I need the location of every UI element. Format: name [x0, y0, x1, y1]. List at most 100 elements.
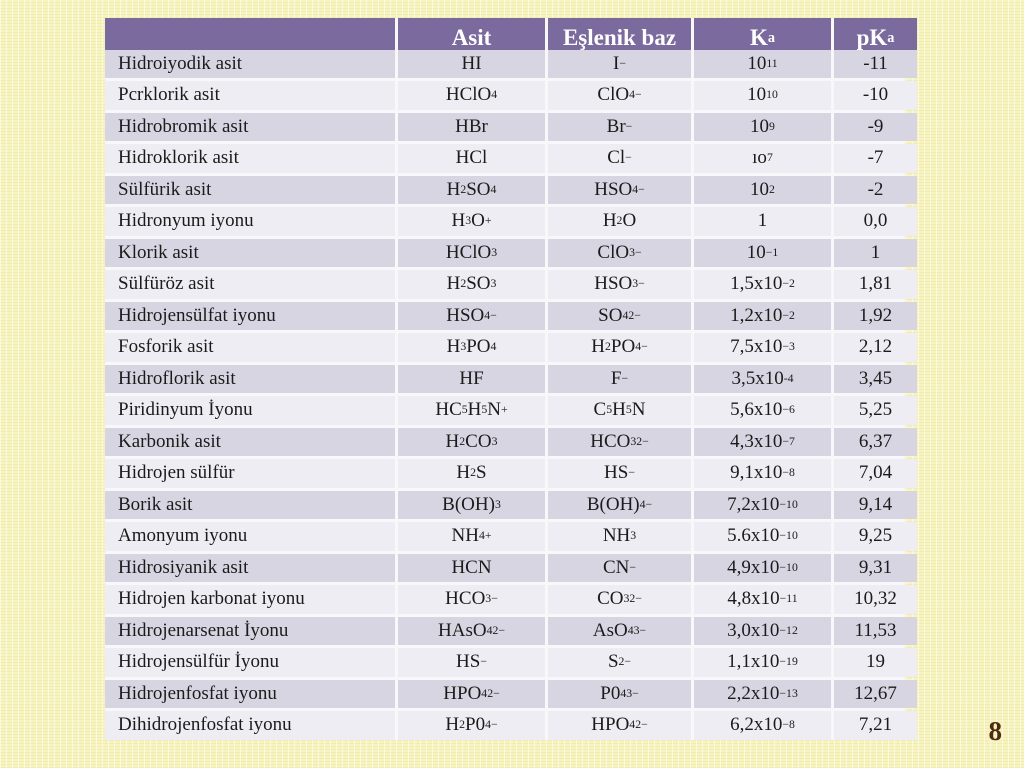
table-cell-pka: 12,67	[834, 679, 917, 708]
table-cell-pka: -9	[834, 112, 917, 141]
table-cell-pka: 2,12	[834, 333, 917, 362]
table-cell-name: Dihidrojenfosfat iyonu	[105, 711, 395, 740]
table-cell-baz: S 2−	[548, 648, 691, 677]
table-cell-asit: H 2 SO 4	[398, 175, 545, 204]
table-cell-ka: 10 11	[694, 49, 831, 78]
table-cell-baz: AsO 4 3−	[548, 616, 691, 645]
table-cell-baz: HCO 3 2−	[548, 427, 691, 456]
table-cell-name: Hidrojensülfür İyonu	[105, 648, 395, 677]
table-cell-pka: -7	[834, 144, 917, 173]
table-cell-ka: 7,2x10 −10	[694, 490, 831, 519]
table-cell-name: Pcrklorik asit	[105, 81, 395, 110]
table-cell-baz: H 2 PO 4−	[548, 333, 691, 362]
table-cell-baz: NH 3	[548, 522, 691, 551]
table-cell-pka: 7,21	[834, 711, 917, 740]
slide-page-number: 8	[988, 716, 1003, 746]
table-cell-pka: 6,37	[834, 427, 917, 456]
table-cell-baz: Cl −	[548, 144, 691, 173]
table-cell-name: Hidrojen sülfür	[105, 459, 395, 488]
table-cell-pka: 19	[834, 648, 917, 677]
table-cell-ka: 4,3x10 −7	[694, 427, 831, 456]
table-cell-asit: H 2 SO 3	[398, 270, 545, 299]
table-cell-name: Sülfürik asit	[105, 175, 395, 204]
table-cell-asit: HClO 4	[398, 81, 545, 110]
table-cell-asit: H 3 PO 4	[398, 333, 545, 362]
table-cell-ka: 6,2x10 −8	[694, 711, 831, 740]
table-cell-baz: P0 4 3−	[548, 679, 691, 708]
table-cell-name: Hidroflorik asit	[105, 364, 395, 393]
table-cell-ka: 10 10	[694, 81, 831, 110]
table-cell-asit: HCN	[398, 553, 545, 582]
table-cell-ka: ıo 7	[694, 144, 831, 173]
table-cell-ka: 9,1x10 −8	[694, 459, 831, 488]
table-cell-asit: HCl	[398, 144, 545, 173]
table-cell-pka: 1,92	[834, 301, 917, 330]
table-cell-asit: HF	[398, 364, 545, 393]
table-cell-pka: 0,0	[834, 207, 917, 236]
table-cell-name: Karbonik asit	[105, 427, 395, 456]
table-cell-ka: 4,9x10 −10	[694, 553, 831, 582]
table-cell-pka: 7,04	[834, 459, 917, 488]
table-cell-name: Amonyum iyonu	[105, 522, 395, 551]
table-cell-ka: 10 9	[694, 112, 831, 141]
table-cell-baz: CN −	[548, 553, 691, 582]
table-cell-pka: -11	[834, 49, 917, 78]
table-cell-ka: 1,5x10 −2	[694, 270, 831, 299]
table-cell-ka: 10 2	[694, 175, 831, 204]
table-cell-asit: HAsO 4 2−	[398, 616, 545, 645]
table-cell-baz: F −	[548, 364, 691, 393]
table-cell-name: Hidrojenfosfat iyonu	[105, 679, 395, 708]
table-cell-pka: 9,14	[834, 490, 917, 519]
table-cell-pka: -10	[834, 81, 917, 110]
table-cell-name: Hidroklorik asit	[105, 144, 395, 173]
table-cell-name: Hidronyum iyonu	[105, 207, 395, 236]
table-cell-baz: SO 4 2−	[548, 301, 691, 330]
table-cell-ka: 10 −1	[694, 238, 831, 267]
table-cell-pka: 3,45	[834, 364, 917, 393]
table-cell-pka: 9,25	[834, 522, 917, 551]
table-cell-ka: 2,2x10 −13	[694, 679, 831, 708]
table-cell-asit: HI	[398, 49, 545, 78]
table-cell-baz: Br −	[548, 112, 691, 141]
table-cell-asit: HCO 3−	[398, 585, 545, 614]
table-cell-asit: HClO 3	[398, 238, 545, 267]
table-cell-ka: 1,1x10 −19	[694, 648, 831, 677]
table-cell-pka: 1	[834, 238, 917, 267]
table-cell-asit: H 3 O +	[398, 207, 545, 236]
table-cell-asit: HS −	[398, 648, 545, 677]
table-cell-baz: HS −	[548, 459, 691, 488]
table-cell-baz: ClO 3−	[548, 238, 691, 267]
table-cell-name: Hidrojenarsenat İyonu	[105, 616, 395, 645]
table-cell-ka: 3,5x10 -4	[694, 364, 831, 393]
table-cell-pka: 10,32	[834, 585, 917, 614]
table-cell-ka: 5.6x10 −10	[694, 522, 831, 551]
table-cell-ka: 1,2x10 −2	[694, 301, 831, 330]
table-cell-name: Hidrosiyanik asit	[105, 553, 395, 582]
table-cell-baz: HPO 4 2−	[548, 711, 691, 740]
table-cell-pka: 9,31	[834, 553, 917, 582]
table-cell-name: Hidrobromik asit	[105, 112, 395, 141]
table-cell-baz: HSO 3−	[548, 270, 691, 299]
table-cell-name: Klorik asit	[105, 238, 395, 267]
table-cell-ka: 1	[694, 207, 831, 236]
table-cell-ka: 3,0x10 −12	[694, 616, 831, 645]
table-cell-asit: B(OH) 3	[398, 490, 545, 519]
table-cell-ka: 7,5x10 −3	[694, 333, 831, 362]
table-cell-baz: I −	[548, 49, 691, 78]
table-cell-name: Piridinyum İyonu	[105, 396, 395, 425]
table-cell-name: Fosforik asit	[105, 333, 395, 362]
table-cell-asit: HC 5 H 5 N +	[398, 396, 545, 425]
table-cell-baz: ClO 4−	[548, 81, 691, 110]
table-cell-pka: -2	[834, 175, 917, 204]
table-cell-pka: 1,81	[834, 270, 917, 299]
table-cell-baz: CO 3 2−	[548, 585, 691, 614]
table-cell-asit: HBr	[398, 112, 545, 141]
table-cell-name: Hidrojen karbonat iyonu	[105, 585, 395, 614]
table-cell-name: Borik asit	[105, 490, 395, 519]
table-cell-name: Hidroiyodik asit	[105, 49, 395, 78]
